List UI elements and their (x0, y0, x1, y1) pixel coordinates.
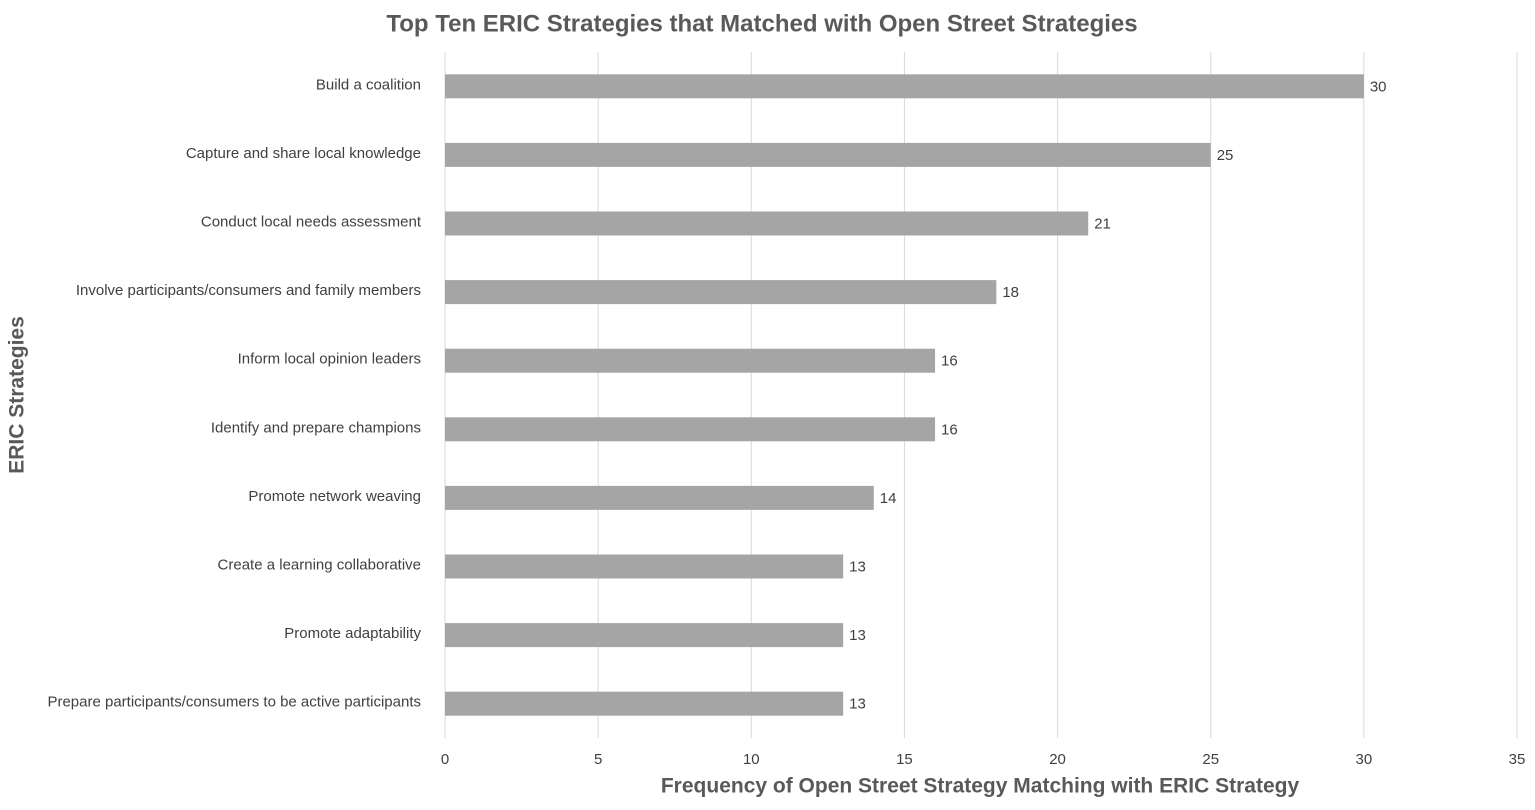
x-tick-label: 0 (441, 751, 449, 768)
y-tick-label: Involve participants/consumers and famil… (76, 282, 421, 299)
x-tick-label: 20 (1049, 751, 1066, 768)
bar (445, 348, 936, 373)
data-label: 13 (849, 558, 866, 575)
y-axis-title: ERIC Strategies (6, 316, 29, 474)
x-axis-title: Frequency of Open Street Strategy Matchi… (661, 775, 1300, 798)
x-tick-label: 25 (1202, 751, 1219, 768)
y-tick-label: Promote network weaving (248, 488, 421, 505)
data-label: 18 (1002, 284, 1019, 301)
data-label: 14 (880, 490, 897, 507)
data-label: 13 (849, 627, 866, 644)
data-label: 30 (1370, 78, 1387, 95)
chart-title: Top Ten ERIC Strategies that Matched wit… (386, 10, 1137, 37)
x-tick-label: 30 (1356, 751, 1373, 768)
data-label: 16 (941, 421, 958, 438)
y-tick-label: Create a learning collaborative (218, 556, 421, 573)
data-label: 16 (941, 353, 958, 370)
bar (445, 691, 844, 716)
x-tick-label: 35 (1509, 751, 1526, 768)
y-tick-label: Inform local opinion leaders (238, 351, 421, 368)
bar (445, 280, 997, 305)
y-tick-label: Build a coalition (316, 76, 421, 93)
bar (445, 74, 1364, 99)
bar (445, 142, 1211, 167)
data-label: 21 (1094, 215, 1111, 232)
bar (445, 211, 1089, 236)
bar (445, 623, 844, 648)
bar (445, 417, 936, 442)
y-tick-label: Prepare participants/consumers to be act… (47, 694, 421, 711)
x-tick-label: 5 (594, 751, 602, 768)
data-label: 13 (849, 696, 866, 713)
data-label: 25 (1217, 147, 1234, 164)
x-tick-label: 10 (743, 751, 760, 768)
y-tick-label: Conduct local needs assessment (201, 213, 422, 230)
y-tick-label: Identify and prepare champions (211, 419, 421, 436)
y-tick-label: Capture and share local knowledge (186, 145, 421, 162)
x-tick-label: 15 (896, 751, 913, 768)
bar (445, 485, 874, 510)
bar (445, 554, 844, 579)
y-tick-label: Promote adaptability (284, 625, 421, 642)
